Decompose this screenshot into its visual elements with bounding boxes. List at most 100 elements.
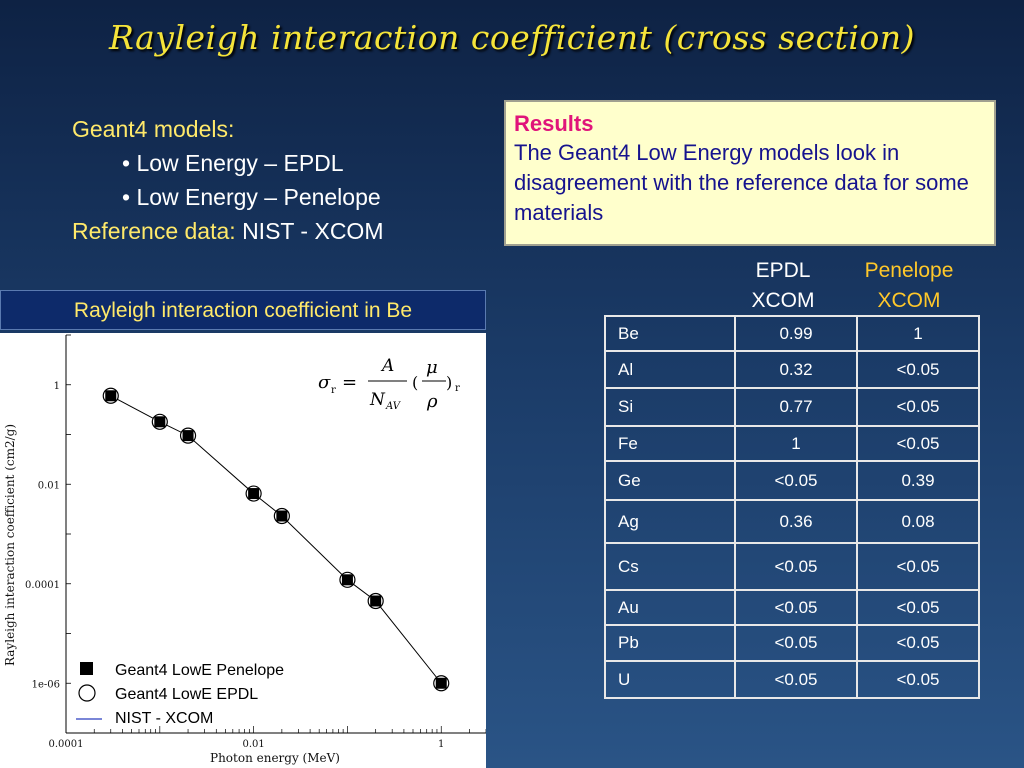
data-point-penelope	[341, 574, 353, 586]
formula-a: A	[380, 356, 394, 376]
cell-epdl: <0.05	[734, 542, 858, 591]
cell-element: Ag	[604, 499, 736, 544]
table-row: Ag 0.36 0.08	[604, 499, 980, 544]
cell-epdl: 1	[734, 425, 858, 462]
cell-penelope: <0.05	[856, 660, 980, 699]
cell-penelope: 1	[856, 315, 980, 352]
table-row: Al 0.32 <0.05	[604, 350, 980, 389]
y-tick-label: 1	[54, 381, 60, 392]
table-row: Au <0.05 <0.05	[604, 589, 980, 626]
x-tick-label: 1	[438, 739, 444, 750]
chart-legend: Geant4 LowE Penelope Geant4 LowE EPDL NI…	[76, 662, 284, 727]
col-header-penelope-line1: Penelope	[864, 259, 954, 282]
model-item-penelope: • Low Energy – Penelope	[122, 184, 381, 210]
reference-label: Reference data:	[72, 218, 236, 244]
table-row: Cs <0.05 <0.05	[604, 542, 980, 591]
legend-epdl: Geant4 LowE EPDL	[115, 686, 258, 703]
data-point-penelope	[435, 677, 447, 689]
formula-sub-r: r	[331, 385, 336, 396]
cell-penelope: <0.05	[856, 350, 980, 389]
cell-penelope: <0.05	[856, 387, 980, 427]
formula: σ r = A N AV ( μ ρ ) r	[318, 356, 460, 412]
slide-title: Rayleigh interaction coefficient (cross …	[109, 18, 915, 57]
cell-penelope: <0.05	[856, 542, 980, 591]
y-tick-label: 1e-06	[32, 679, 60, 690]
results-table: Be 0.99 1 Al 0.32 <0.05 Si 0.77 <0.05 Fe 1 <0.05 Ge <…	[604, 315, 980, 699]
legend-nist: NIST - XCOM	[115, 710, 213, 727]
reference-line: Reference data: NIST - XCOM	[72, 214, 383, 248]
formula-sub-r2: r	[455, 383, 460, 394]
data-point-penelope	[105, 390, 117, 402]
table-row: Pb <0.05 <0.05	[604, 624, 980, 662]
cell-element: Pb	[604, 624, 736, 662]
reference-value: NIST - XCOM	[242, 218, 384, 244]
cell-element: Au	[604, 589, 736, 626]
chart-panel: 1 0.01 0.0001 1e-06 0.0001 0.01 1 Rayleigh int…	[0, 333, 486, 768]
chart-title: Rayleigh interaction coefficient in Be	[0, 290, 486, 330]
data-point-penelope	[248, 488, 260, 500]
y-tick-label: 0.0001	[25, 580, 60, 591]
formula-mu: μ	[426, 357, 438, 378]
cell-epdl: 0.36	[734, 499, 858, 544]
col-header-epdl: EPDL XCOM	[733, 256, 833, 316]
cell-penelope: 0.08	[856, 499, 980, 544]
series-line-path	[110, 395, 442, 684]
table-row: Ge <0.05 0.39	[604, 460, 980, 501]
legend-square-icon	[80, 662, 93, 675]
cell-penelope: 0.39	[856, 460, 980, 501]
table-row: U <0.05 <0.05	[604, 660, 980, 699]
formula-equals: =	[342, 372, 357, 393]
results-box: Results The Geant4 Low Energy models loo…	[504, 100, 996, 246]
cell-epdl: <0.05	[734, 589, 858, 626]
series-nist-xcom	[110, 395, 442, 684]
cell-element: Si	[604, 387, 736, 427]
chart-ticks	[65, 334, 486, 734]
cell-element: Cs	[604, 542, 736, 591]
y-tick-label: 0.01	[38, 480, 60, 491]
table-row: Si 0.77 <0.05	[604, 387, 980, 427]
col-header-epdl-line2: XCOM	[751, 289, 815, 312]
cell-epdl: <0.05	[734, 660, 858, 699]
models-block: Geant4 models: • Low Energy – EPDL • Low…	[72, 112, 383, 248]
data-point-penelope	[370, 595, 382, 607]
x-tick-label: 0.01	[242, 739, 264, 750]
data-point-penelope	[276, 510, 288, 522]
cell-penelope: <0.05	[856, 589, 980, 626]
cell-element: U	[604, 660, 736, 699]
series-penelope-epdl	[102, 387, 450, 692]
cell-element: Be	[604, 315, 736, 352]
models-heading: Geant4 models:	[72, 116, 235, 142]
col-header-penelope: Penelope XCOM	[848, 256, 970, 316]
cell-penelope: <0.05	[856, 425, 980, 462]
cell-epdl: <0.05	[734, 624, 858, 662]
cell-element: Al	[604, 350, 736, 389]
cell-penelope: <0.05	[856, 624, 980, 662]
chart-tick-labels: 1 0.01 0.0001 1e-06 0.0001 0.01 1	[25, 381, 444, 750]
col-header-penelope-line2: XCOM	[877, 289, 941, 312]
cell-epdl: <0.05	[734, 460, 858, 501]
formula-n: N	[369, 390, 386, 410]
cell-epdl: 0.32	[734, 350, 858, 389]
model-item-epdl: • Low Energy – EPDL	[122, 150, 344, 176]
rayleigh-chart: 1 0.01 0.0001 1e-06 0.0001 0.01 1 Rayleigh int…	[3, 334, 486, 765]
results-text: The Geant4 Low Energy models look in dis…	[514, 140, 969, 225]
table-row: Fe 1 <0.05	[604, 425, 980, 462]
formula-lparen: (	[412, 373, 418, 392]
x-tick-label: 0.0001	[49, 739, 84, 750]
results-title: Results	[514, 111, 594, 136]
cell-epdl: 0.77	[734, 387, 858, 427]
legend-penelope: Geant4 LowE Penelope	[115, 662, 284, 679]
y-axis-label: Rayleigh interaction coefficient (cm2/g)	[3, 424, 17, 666]
formula-rho: ρ	[426, 391, 438, 412]
cell-epdl: 0.99	[734, 315, 858, 352]
legend-circle-icon	[78, 684, 96, 702]
col-header-epdl-line1: EPDL	[755, 259, 811, 282]
table-row: Be 0.99 1	[604, 315, 980, 352]
x-axis-label: Photon energy (MeV)	[210, 751, 340, 765]
cell-element: Ge	[604, 460, 736, 501]
data-point-penelope	[182, 430, 194, 442]
data-point-penelope	[154, 416, 166, 428]
formula-sigma: σ	[318, 372, 331, 393]
cell-element: Fe	[604, 425, 736, 462]
formula-rparen: )	[446, 373, 452, 392]
